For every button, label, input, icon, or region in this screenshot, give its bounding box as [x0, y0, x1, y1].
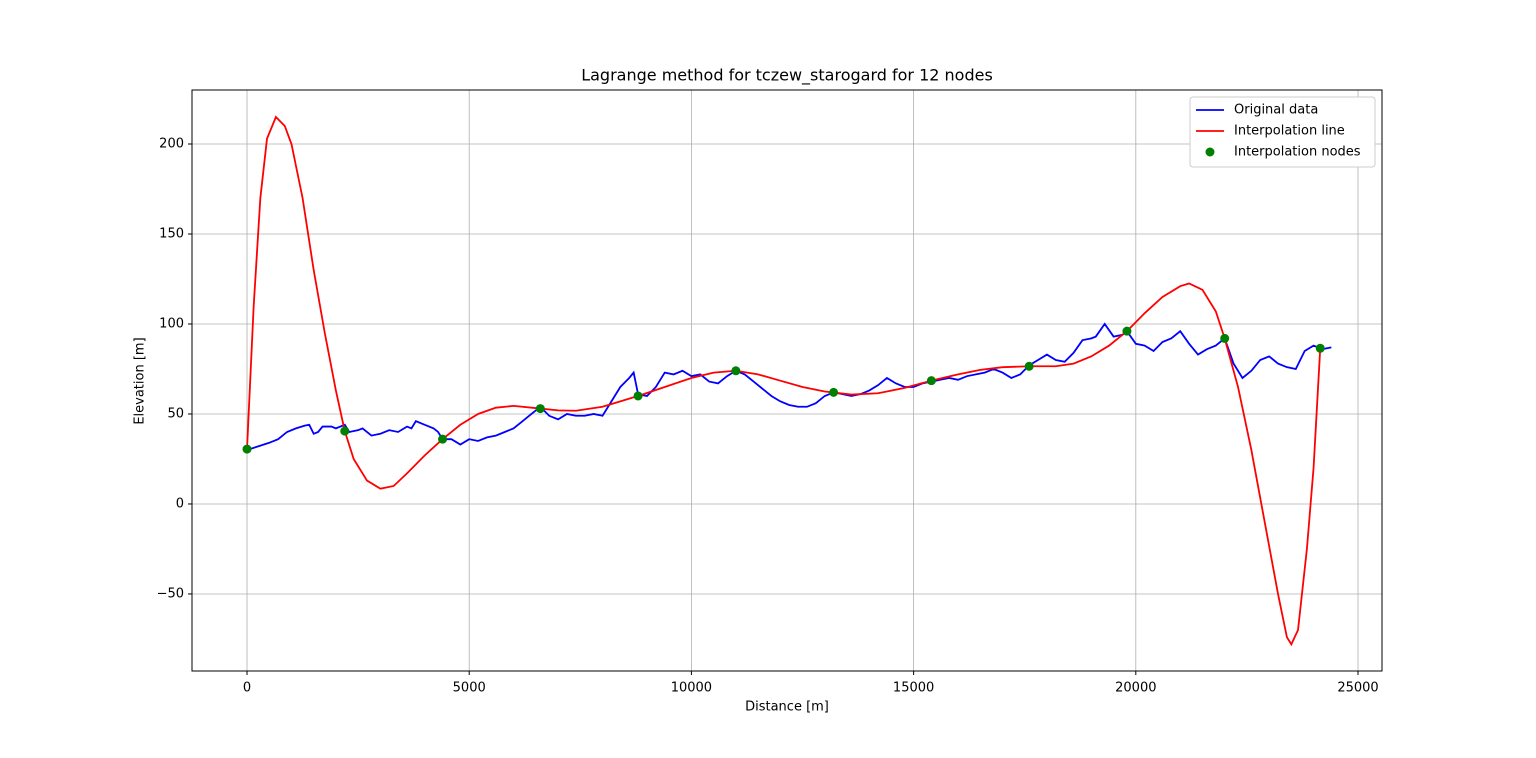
- node-point: [731, 366, 741, 376]
- node-point: [829, 387, 839, 397]
- y-axis-label: Elevation [m]: [133, 337, 148, 424]
- legend-marker: [1205, 147, 1215, 157]
- x-tick-label: 15000: [893, 681, 934, 696]
- y-tick-label: 150: [159, 226, 184, 241]
- node-point: [1122, 326, 1132, 336]
- node-point: [1220, 333, 1230, 343]
- legend-box: [1189, 96, 1376, 168]
- chart-title: Lagrange method for tczew_starogard for …: [581, 66, 993, 86]
- node-point: [242, 444, 252, 454]
- legend-label: Original data: [1234, 103, 1318, 118]
- plot-area: [242, 115, 1332, 647]
- x-tick-label: 5000: [453, 681, 486, 696]
- node-point: [926, 376, 936, 386]
- y-tick-label: 50: [167, 406, 184, 421]
- node-point: [438, 434, 448, 444]
- node-point: [633, 391, 643, 401]
- y-tick-label: −50: [157, 586, 184, 601]
- legend-label: Interpolation nodes: [1234, 145, 1361, 160]
- x-tick-label: 10000: [671, 681, 712, 696]
- data-line: [246, 322, 1332, 451]
- node-point: [1024, 361, 1034, 371]
- node-point: [535, 404, 545, 414]
- node-point: [340, 426, 350, 436]
- legend-label: Interpolation line: [1234, 124, 1345, 139]
- data-line: [246, 115, 1322, 647]
- y-tick-label: 100: [159, 316, 184, 331]
- y-tick-label: 0: [176, 496, 184, 511]
- y-tick-label: 200: [159, 136, 184, 151]
- axes-frame: [191, 89, 1383, 672]
- x-tick-label: 0: [243, 681, 251, 696]
- x-tick-label: 20000: [1115, 681, 1156, 696]
- node-point: [1315, 343, 1325, 353]
- x-axis-label: Distance [m]: [745, 700, 829, 715]
- x-tick-label: 25000: [1337, 681, 1378, 696]
